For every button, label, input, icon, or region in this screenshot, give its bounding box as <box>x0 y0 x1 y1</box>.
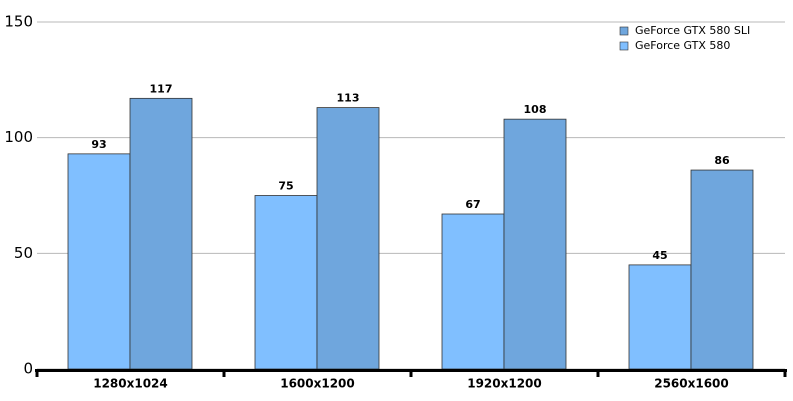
bar <box>67 153 131 370</box>
value-label: 45 <box>652 249 667 262</box>
value-label: 113 <box>337 92 360 105</box>
legend-label: GeForce GTX 580 <box>635 39 730 52</box>
x-tick-label: 1920x1200 <box>467 377 542 391</box>
x-axis-tick <box>783 369 787 377</box>
value-label: 67 <box>465 198 480 211</box>
value-label: 117 <box>150 82 173 95</box>
bar <box>503 118 567 370</box>
legend-swatch <box>619 26 629 36</box>
legend-label: GeForce GTX 580 SLI <box>635 24 750 37</box>
bar <box>129 97 193 370</box>
value-label: 93 <box>91 138 106 151</box>
x-axis-tick <box>409 369 413 377</box>
bar <box>254 195 318 370</box>
bar <box>441 213 505 370</box>
value-label: 108 <box>524 103 547 116</box>
x-tick-label: 1600x1200 <box>280 377 355 391</box>
value-label: 75 <box>278 180 293 193</box>
bar <box>628 264 692 370</box>
y-tick-label: 0 <box>23 360 33 378</box>
y-tick-label: 100 <box>4 128 33 146</box>
y-tick-label: 50 <box>14 244 33 262</box>
y-tick-label: 150 <box>4 13 33 31</box>
x-tick-label: 2560x1600 <box>654 377 729 391</box>
x-axis-tick <box>222 369 226 377</box>
x-axis-tick <box>35 369 39 377</box>
bar <box>690 169 754 370</box>
x-tick-label: 1280x1024 <box>93 377 168 391</box>
legend-swatch <box>619 41 629 51</box>
x-axis-tick <box>596 369 600 377</box>
value-label: 86 <box>714 154 730 167</box>
bar <box>316 107 380 370</box>
